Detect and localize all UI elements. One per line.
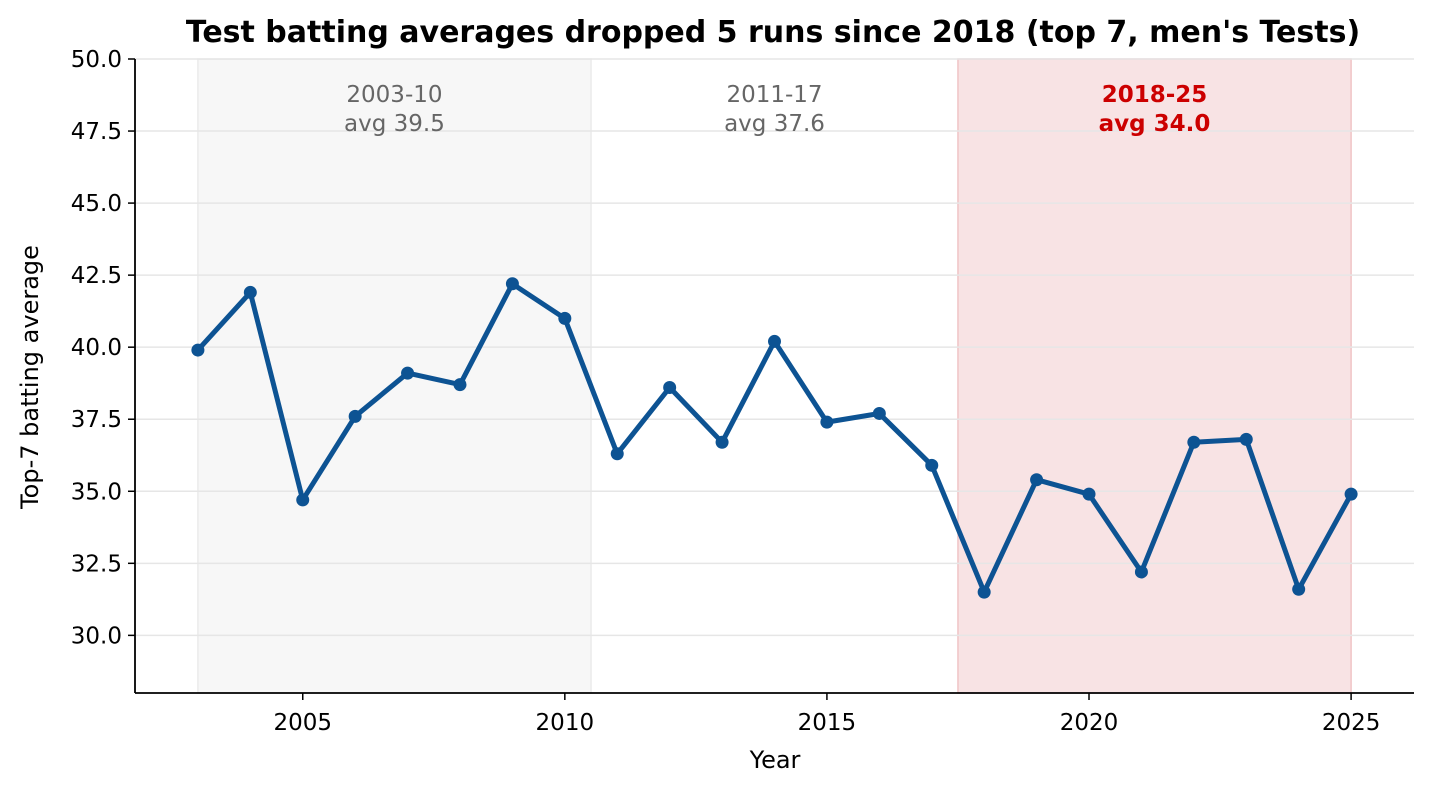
y-tick-label: 37.5 — [71, 407, 122, 433]
x-tick-label: 2020 — [1060, 710, 1119, 736]
data-point — [715, 435, 729, 449]
data-point — [401, 366, 415, 380]
data-point — [977, 585, 991, 599]
era-bands — [197, 58, 1352, 694]
era-label: 2003-10 — [346, 82, 442, 108]
era-average-label: avg 39.5 — [344, 111, 445, 137]
data-point — [768, 334, 781, 348]
data-point — [558, 311, 572, 325]
data-point — [925, 458, 939, 472]
x-tick-label: 2015 — [798, 710, 857, 736]
y-tick-label: 47.5 — [71, 119, 122, 145]
y-tick-label: 32.5 — [71, 551, 122, 577]
data-point — [1344, 487, 1358, 501]
data-point — [453, 378, 467, 392]
data-point — [610, 447, 624, 461]
data-point — [296, 493, 310, 507]
y-tick-label: 45.0 — [71, 191, 122, 217]
series — [191, 277, 1358, 599]
x-tick-label: 2010 — [536, 710, 595, 736]
era-labels: 2003-10 avg 39.5 2011-17 avg 37.6 2018-25 avg… — [344, 82, 1210, 137]
era-band-2003-10 — [197, 58, 592, 694]
data-point — [663, 381, 677, 395]
era-average-label: avg 37.6 — [724, 111, 825, 137]
data-point — [243, 285, 257, 299]
x-axis-label: Year — [749, 746, 801, 774]
era-label: 2011-17 — [726, 82, 822, 108]
y-tick-label: 30.0 — [71, 623, 122, 649]
data-point — [191, 343, 205, 357]
era-band-2018-25 — [957, 58, 1352, 694]
y-tick-label: 42.5 — [71, 263, 122, 289]
x-tick-label: 2005 — [273, 710, 332, 736]
data-point — [1082, 487, 1096, 501]
data-point — [1292, 582, 1306, 596]
era-average-label: avg 34.0 — [1099, 111, 1211, 137]
y-tick-label: 40.0 — [71, 335, 122, 361]
data-point — [1030, 473, 1044, 487]
data-point — [348, 409, 362, 423]
era-label: 2018-25 — [1102, 82, 1208, 108]
x-tick-label: 2025 — [1322, 710, 1381, 736]
ticks: 30.0 32.5 35.0 37.5 40.0 42.5 45.0 47.5 50.0 2005… — [71, 47, 1381, 736]
y-tick-label: 50.0 — [71, 47, 122, 73]
y-tick-label: 35.0 — [71, 479, 122, 505]
data-point — [872, 406, 886, 420]
data-point — [820, 415, 834, 429]
data-point — [1187, 435, 1201, 449]
y-axis-label: Top-7 batting average — [16, 245, 44, 510]
data-point — [505, 277, 519, 291]
axes — [134, 59, 1414, 694]
data-point — [1239, 432, 1253, 446]
chart-title: Test batting averages dropped 5 runs sin… — [186, 15, 1360, 50]
data-point — [1134, 565, 1148, 579]
